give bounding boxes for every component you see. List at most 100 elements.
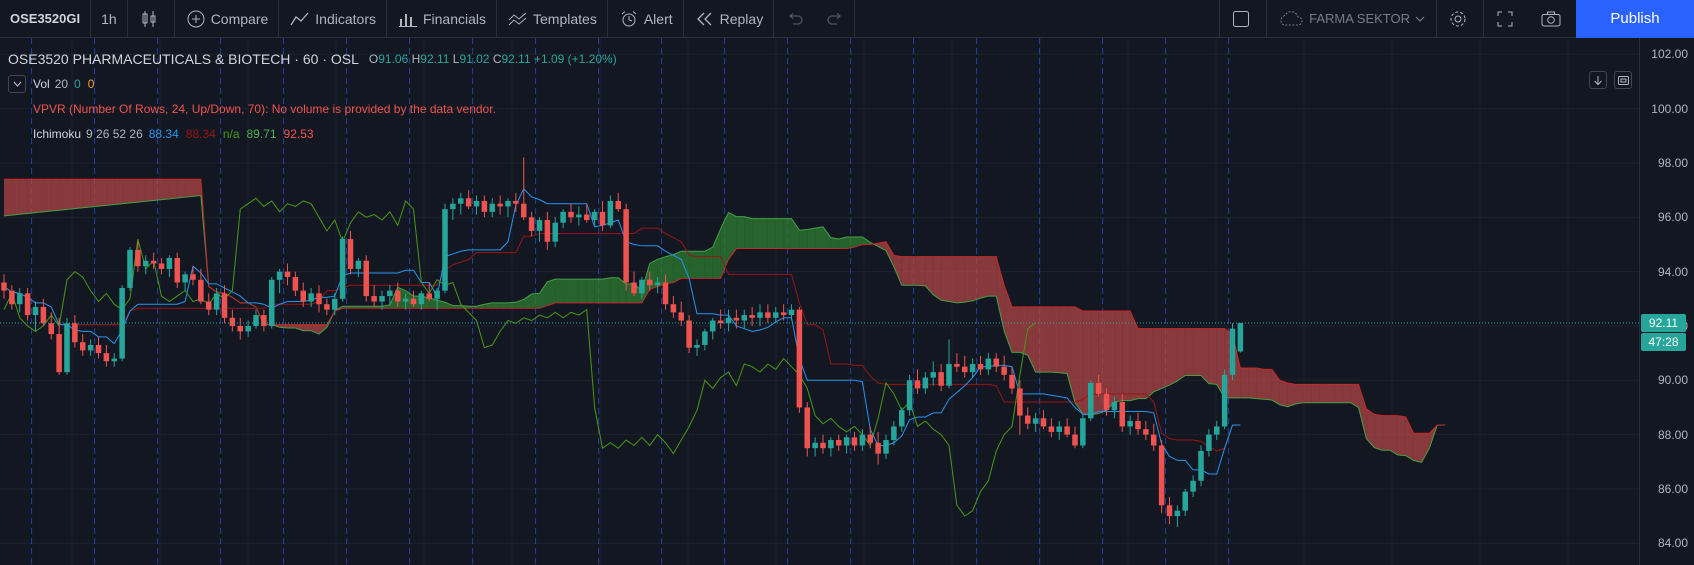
candle-body <box>48 323 55 335</box>
ichimoku-cloud-segment <box>1279 380 1288 407</box>
indicators-button[interactable]: Indicators <box>279 0 387 38</box>
undo-button[interactable] <box>774 0 820 38</box>
price-tick-label: 98.00 <box>1657 155 1688 170</box>
ichimoku-cloud-segment <box>1256 368 1264 400</box>
indicators-icon <box>289 8 311 30</box>
candle-body <box>79 342 86 351</box>
ichimoku-cloud-segment <box>1051 306 1060 373</box>
ichimoku-cloud-segment <box>1161 328 1170 389</box>
ichimoku-cloud-segment <box>901 256 910 286</box>
candle-body <box>520 203 527 218</box>
candle-body <box>1143 429 1149 435</box>
candle-body <box>1221 374 1228 427</box>
vpvr-legend-row[interactable]: VPVR (Number Of Rows, 24, Up/Down, 70): … <box>8 96 617 121</box>
close-value: 92.11 <box>501 51 531 66</box>
ichimoku-cloud-segment <box>1421 433 1430 463</box>
ichimoku-cloud-segment <box>933 256 942 301</box>
replay-label: Replay <box>719 10 764 27</box>
ohlc-values: O91.06 H92.11 L91.02 C92.11 +1.09 (+1.20… <box>369 51 617 67</box>
candle-body <box>662 282 669 305</box>
price-tick-label: 96.00 <box>1657 210 1688 225</box>
interval-button[interactable]: 1h <box>91 0 128 38</box>
ichimoku-cloud-segment <box>704 247 713 279</box>
ichimoku-cloud-segment <box>799 229 808 249</box>
redo-button[interactable] <box>820 0 856 38</box>
ichimoku-cloud-segment <box>366 306 375 309</box>
replay-button[interactable]: Replay <box>684 0 775 38</box>
candle-body <box>1064 426 1070 435</box>
ichimoku-cloud-segment <box>586 279 595 303</box>
candle-body <box>891 426 897 441</box>
candle-body <box>749 315 755 318</box>
fullscreen-layout-button[interactable] <box>1219 0 1268 38</box>
symbol-search-button[interactable]: OSE3520GI <box>0 0 92 38</box>
scroll-to-latest-button[interactable] <box>1589 71 1607 89</box>
ichimoku-cloud-segment <box>980 256 989 299</box>
ichimoku-cloud-segment <box>342 306 351 309</box>
ichimoku-cloud-segment <box>492 302 501 309</box>
indicators-label: Indicators <box>315 10 376 27</box>
expand-icon <box>1494 8 1516 30</box>
candle-body <box>1040 418 1047 427</box>
undo-icon <box>784 8 806 30</box>
candle-body <box>457 198 464 204</box>
maximize-pane-button[interactable] <box>1614 71 1632 89</box>
price-axis[interactable]: 102.00100.0098.0096.0094.0092.0090.0088.… <box>1639 38 1694 565</box>
candle-body <box>245 325 251 332</box>
candle-body <box>1032 418 1039 424</box>
candle-body <box>757 312 763 318</box>
candle-body <box>922 377 929 389</box>
candle-body <box>253 315 259 326</box>
open-value: 91.06 <box>378 51 409 66</box>
chart-style-button[interactable] <box>128 0 175 38</box>
candle-body <box>804 407 811 449</box>
ichimoku-cloud-segment <box>988 256 997 297</box>
ichimoku-cloud-segment <box>1382 415 1390 451</box>
ichimoku-cloud-segment <box>886 241 894 267</box>
candle-body <box>276 271 283 280</box>
candle-body <box>387 290 393 297</box>
fullscreen-button[interactable] <box>1484 0 1530 38</box>
candle-body <box>969 363 976 373</box>
candle-body <box>583 214 590 221</box>
candle-body <box>646 279 653 286</box>
alert-button[interactable]: Alert <box>608 0 684 38</box>
ichimoku-cloud-segment <box>830 237 839 249</box>
templates-button[interactable]: Templates <box>497 0 608 38</box>
ichimoku-cloud-segment <box>1311 384 1320 403</box>
ichimoku-cloud-segment <box>59 179 67 211</box>
price-chart-canvas[interactable] <box>0 38 1639 565</box>
financials-label: Financials <box>422 10 487 27</box>
collapse-legend-button[interactable] <box>8 74 26 93</box>
candle-body <box>883 440 889 454</box>
ichimoku-cloud-segment <box>846 236 855 249</box>
candle-body <box>528 217 535 231</box>
volume-indicator-params: 20 <box>54 76 69 91</box>
candle-body <box>859 434 866 446</box>
ichimoku-cloud-segment <box>1390 415 1398 455</box>
layout-name-button[interactable]: FARMA SEKTOR <box>1267 0 1437 38</box>
financials-button[interactable]: Financials <box>387 0 498 38</box>
ichimoku-cloud-segment <box>523 294 532 309</box>
ichimoku-cloud-segment <box>578 279 587 303</box>
publish-button[interactable]: Publish <box>1576 0 1694 38</box>
ichimoku-cloud-segment <box>736 216 745 249</box>
chart-pane[interactable] <box>0 38 1694 565</box>
candle-body <box>513 200 519 204</box>
candle-body <box>205 301 212 310</box>
volume-legend-row[interactable]: Vol 20 0 0 <box>8 71 617 96</box>
candle-body <box>198 279 204 302</box>
symbol-title: OSE3520 PHARMACEUTICALS & BIOTECH · 60 ·… <box>8 50 359 67</box>
candle-body <box>788 309 795 316</box>
candle-body <box>867 434 874 443</box>
ichimoku-cloud-segment <box>43 179 52 212</box>
ichimoku-cloud-segment <box>1012 306 1020 353</box>
ichimoku-cloud-segment <box>878 241 886 251</box>
settings-button[interactable] <box>1437 0 1484 38</box>
ichimoku-legend-row[interactable]: Ichimoku 9 26 52 26 88.34 88.34 n/a 89.7… <box>8 121 617 146</box>
ichimoku-cloud-segment <box>153 179 162 201</box>
snapshot-button[interactable] <box>1530 0 1576 38</box>
compare-button[interactable]: Compare <box>175 0 280 38</box>
ichimoku-cloud-segment <box>374 306 382 309</box>
ichimoku-cloud-segment <box>1303 384 1312 403</box>
